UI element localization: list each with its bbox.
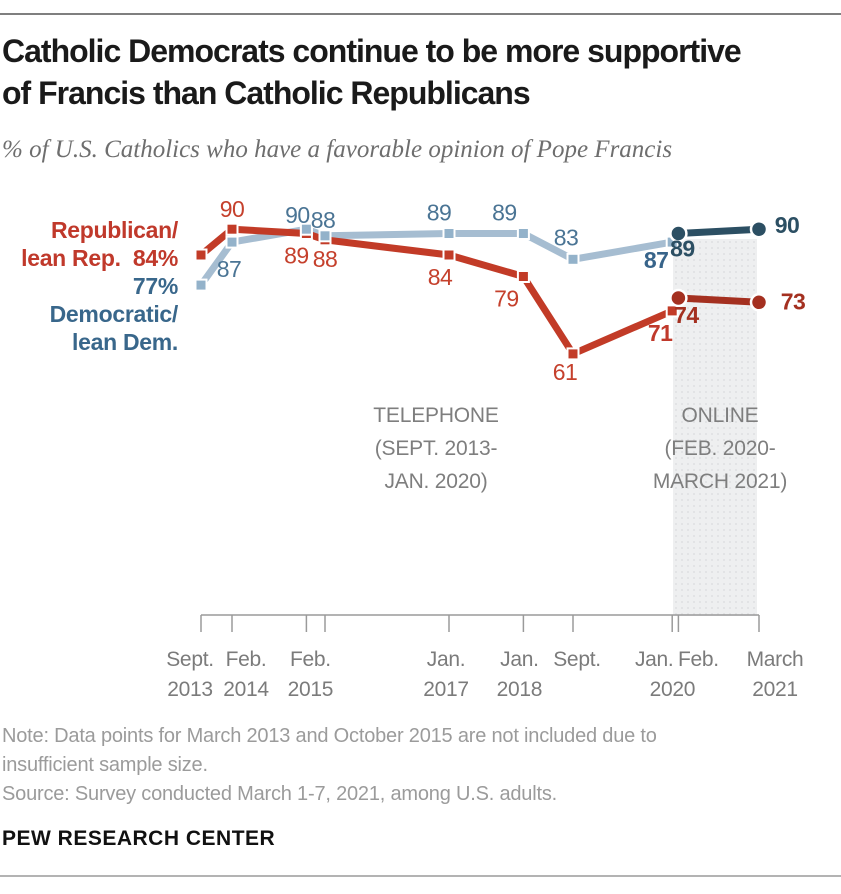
rep_phone-value-label: 79 (494, 286, 519, 312)
rep_phone-marker (665, 304, 679, 318)
bottom-divider (0, 875, 841, 877)
x-tick-label: Jan. (634, 648, 674, 671)
pew-research-center-wordmark: PEW RESEARCH CENTER (2, 827, 276, 850)
legend-democratic: 77% Democratic/lean Dem. (0, 272, 179, 356)
chart-title-line1: Catholic Democrats continue to be more s… (2, 33, 742, 69)
rep_phone-value-label: 61 (553, 359, 578, 385)
rep_online-value-label: 73 (781, 288, 806, 314)
dem_phone-marker (566, 252, 580, 266)
rep_online-line (678, 294, 760, 306)
dem_phone-value-label: 89 (427, 200, 452, 226)
x-tick-label: March 2021 (746, 648, 804, 701)
dem_online-line (678, 225, 760, 237)
x-tick-label: Jan. 2017 (423, 648, 469, 701)
rep_phone-value-label: 71 (648, 320, 673, 346)
rep_phone-value-label: 84 (428, 264, 453, 290)
dem_online-marker (669, 224, 688, 243)
x-tick-label: Feb. 2015 (287, 648, 334, 701)
x-tick-label: Sept. 2013 (166, 648, 214, 701)
chart-title-line2: of Francis than Catholic Republicans (2, 75, 531, 111)
rep_phone-value-label: 90 (220, 196, 245, 222)
dem_phone-value-label: 87 (644, 247, 669, 273)
rep_online-value-label: 74 (674, 302, 699, 328)
dem_online-marker (749, 219, 769, 239)
dem_phone-value-label: 89 (492, 200, 517, 226)
dem_phone-marker (318, 229, 332, 243)
rep_phone-value-label: 89 (284, 243, 309, 269)
x-tick-label: Jan. 2018 (496, 648, 543, 701)
rep_phone-marker (225, 222, 239, 236)
chart-subtitle: % of U.S. Catholics who have a favorable… (2, 136, 673, 163)
dem_phone-marker (225, 235, 239, 249)
dem_phone-marker (442, 227, 456, 240)
note-text: Note: Data points for March 2013 and Oct… (2, 722, 782, 809)
legend-republican: Republican/lean Rep. 84% (0, 216, 178, 272)
telephone-era-annotation: TELEPHONE (SEPT. 2013- JAN. 2020) (373, 404, 499, 493)
legend-dem-line2: lean Dem. (72, 329, 178, 355)
x-tick-label: Feb. 2014 (223, 648, 269, 701)
rep_online-marker (669, 288, 688, 308)
dem_phone-line (198, 225, 673, 288)
legend-dem-line1: Democratic/ (49, 301, 179, 327)
top-divider (0, 13, 841, 15)
legend-rep-start-value: 84% (132, 245, 178, 271)
online-era-annotation: ONLINE (FEB. 2020- MARCH 2021) (652, 404, 788, 493)
legend-dem-start-value: 77% (132, 273, 178, 299)
rep_phone-line (198, 225, 674, 359)
rep_phone-marker (194, 248, 208, 262)
dem_phone-value-label: 87 (217, 256, 242, 282)
dem_phone-marker (299, 222, 313, 236)
chart-title: Catholic Democrats continue to be more s… (2, 30, 832, 114)
x-tick-label-year: 2020 (649, 678, 696, 701)
series-legend: Republican/lean Rep. 84% 77% Democratic/l… (0, 216, 178, 356)
dem_phone-marker (194, 278, 208, 292)
note-line1: Note: Data points for March 2013 and Oct… (2, 725, 657, 747)
note-line2: insufficient sample size. (2, 754, 208, 776)
x-tick-label: Feb. (677, 648, 719, 671)
rep_online-marker (749, 293, 769, 312)
x-tick-label: Sept. (553, 648, 601, 671)
rep_phone-marker (516, 270, 530, 283)
dem_online-value-label: 90 (775, 212, 800, 238)
source-line: Source: Survey conducted March 1-7, 2021… (2, 783, 557, 805)
dem_phone-marker (516, 227, 530, 240)
dem_phone-value-label: 88 (311, 207, 336, 233)
rep_phone-value-label: 88 (313, 246, 338, 272)
dem_online-value-label: 89 (670, 236, 695, 262)
rep_phone-marker (566, 347, 580, 361)
dem_phone-value-label: 90 (285, 202, 310, 228)
rep_phone-marker (442, 248, 456, 262)
dem_phone-value-label: 83 (554, 224, 579, 250)
legend-rep-line1: Republican/ (50, 217, 178, 243)
legend-rep-line2: lean Rep. (21, 245, 121, 271)
